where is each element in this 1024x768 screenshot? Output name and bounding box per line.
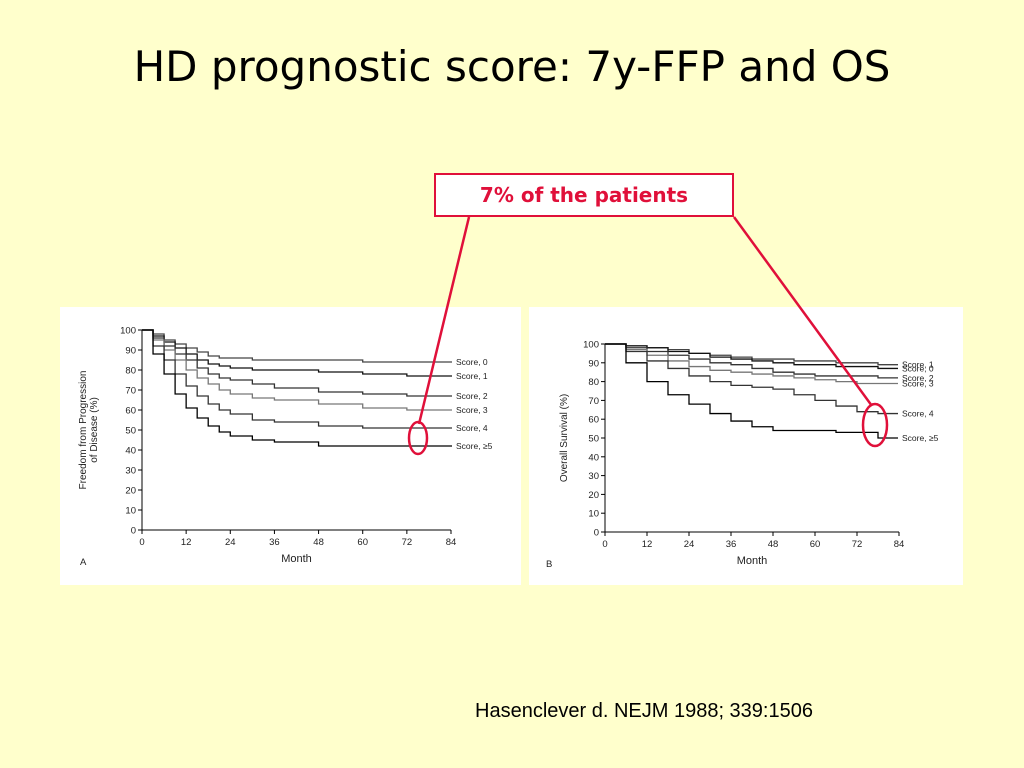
chart-b-series-label: Score, 1 (902, 360, 934, 370)
chart-b-x-tick-label: 60 (810, 539, 821, 550)
chart-a-series-line (142, 329, 452, 447)
chart-b-y-tick-label: 40 (588, 452, 599, 463)
highlight-ellipse-b (861, 402, 889, 448)
chart-a-y-tick-label: 10 (125, 506, 136, 517)
chart-b-y-tick-label: 30 (588, 471, 599, 482)
chart-a-y-tick-label: 70 (125, 386, 136, 397)
chart-a-y-tick-label: 50 (125, 426, 136, 437)
chart-a-x-tick-label: 12 (181, 537, 192, 548)
chart-a-series-label: Score, 4 (456, 423, 488, 433)
chart-a-y-tick-label: 60 (125, 406, 136, 417)
chart-panel-a: 0 10 20 30 40 50 60 70 80 90 100 0 12 24 36 48 60 72 84 Mon… (60, 307, 521, 585)
chart-b-y-tick-label: 100 (583, 340, 599, 351)
chart-b-panel-label: B (546, 559, 552, 570)
chart-b-x-axis-label: Month (737, 555, 768, 567)
chart-a-series-line (142, 329, 452, 377)
callout-connector-right (732, 216, 874, 407)
chart-b-series-line (605, 343, 898, 370)
callout-connector-left (417, 216, 471, 425)
chart-a-y-tick-label: 90 (125, 346, 136, 357)
chart-b-y-tick-label: 0 (594, 528, 599, 539)
chart-a-x-tick-label: 24 (225, 537, 236, 548)
chart-b-y-tick-label: 80 (588, 377, 599, 388)
chart-b-x-tick-label: 72 (852, 539, 863, 550)
citation: Hasenclever d. NEJM 1988; 339:1506 (475, 700, 813, 722)
chart-a-series-label: Score, 0 (456, 357, 488, 367)
chart-a-y-tick-label: 100 (120, 326, 136, 337)
chart-b-series-line (605, 343, 898, 439)
chart-a-x-tick-label: 0 (139, 537, 144, 548)
chart-b-y-axis-label: Overall Survival (%) (559, 394, 570, 482)
chart-a-y-tick-label: 40 (125, 446, 136, 457)
chart-a-series-label: Score, 2 (456, 391, 488, 401)
slide-title: HD prognostic score: 7y-FFP and OS (133, 42, 891, 91)
chart-b-y-tick-label: 60 (588, 415, 599, 426)
chart-a-svg: 0 10 20 30 40 50 60 70 80 90 100 0 12 24 36 48 60 72 84 Mon… (78, 326, 493, 569)
chart-b-y-tick-label: 10 (588, 509, 599, 520)
chart-a-series-line (142, 329, 452, 411)
chart-a-y-axis-label-line: Freedom from Progression (78, 371, 89, 490)
chart-a-x-tick-label: 72 (402, 537, 413, 548)
chart-a-panel-label: A (80, 557, 87, 568)
chart-b-y-tick-label: 70 (588, 396, 599, 407)
chart-a-x-tick-label: 48 (313, 537, 324, 548)
chart-a-x-tick-label: 60 (357, 537, 368, 548)
chart-b-x-tick-label: 48 (768, 539, 779, 550)
chart-b-y-tick-label: 20 (588, 490, 599, 501)
chart-a-y-axis-label-line: of Disease (%) (89, 397, 100, 463)
chart-a-y-tick-label: 20 (125, 486, 136, 497)
chart-b-x-tick-label: 0 (602, 539, 607, 550)
callout-text: 7% of the patients (479, 183, 689, 207)
chart-b-x-tick-label: 12 (642, 539, 653, 550)
chart-a-y-tick-label: 80 (125, 366, 136, 377)
chart-a-series-line (142, 329, 452, 397)
chart-a-y-tick-label: 0 (131, 526, 136, 537)
chart-b-x-tick-label: 24 (684, 539, 695, 550)
chart-b-series-label: Score, 0 (902, 363, 934, 373)
chart-b-series-label: Score, ≥5 (902, 433, 939, 443)
chart-panel-b: 0 10 20 30 40 50 60 70 80 90 100 0 12 24 36 48 60 72 84 Mon… (529, 307, 963, 585)
chart-a-series-line (142, 329, 452, 429)
chart-b-x-tick-label: 84 (894, 539, 905, 550)
chart-a-series-label: Score, 3 (456, 405, 488, 415)
chart-b-y-tick-label: 50 (588, 434, 599, 445)
chart-b-series-label: Score, 3 (902, 378, 934, 388)
chart-b-y-tick-label: 90 (588, 358, 599, 369)
chart-a-y-tick-label: 30 (125, 466, 136, 477)
chart-a-series-label: Score, 1 (456, 371, 488, 381)
chart-b-series-label: Score, 2 (902, 373, 934, 383)
callout-box: 7% of the patients (434, 173, 734, 217)
chart-a-x-tick-label: 84 (446, 537, 457, 548)
highlight-ellipse-a (407, 420, 429, 456)
chart-a-y-axis-label: Freedom from Progressionof Disease (%) (78, 371, 100, 490)
chart-a-x-tick-label: 36 (269, 537, 280, 548)
chart-b-series-line (605, 343, 898, 385)
chart-b-series-label: Score, 4 (902, 409, 934, 419)
chart-a-x-axis-label: Month (281, 553, 312, 565)
chart-a-series-label: Score, ≥5 (456, 441, 493, 451)
chart-b-x-tick-label: 36 (726, 539, 737, 550)
chart-b-series-line (605, 343, 898, 415)
